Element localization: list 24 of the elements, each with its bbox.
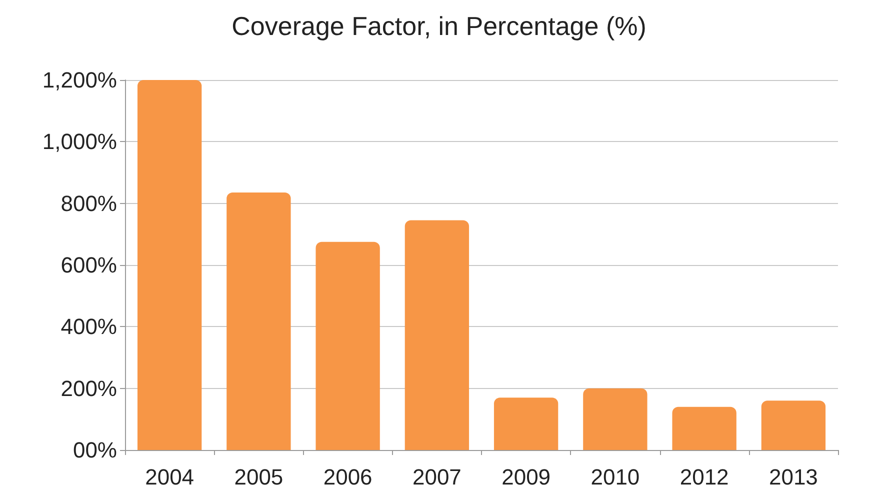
x-tick-label: 2013 — [768, 464, 818, 490]
x-tick-label: 2010 — [590, 464, 640, 490]
x-tick-label: 2004 — [145, 464, 194, 490]
x-tick-label: 2009 — [502, 464, 551, 490]
x-tick-label: 2007 — [412, 464, 462, 490]
bar — [316, 242, 380, 450]
y-tick-label: 200% — [60, 376, 117, 401]
bar — [226, 192, 291, 450]
y-tick-label: 600% — [60, 252, 117, 278]
x-tick-label: 2006 — [323, 464, 372, 490]
x-tick-label: 2012 — [680, 464, 729, 490]
y-tick-label: 1,200% — [42, 68, 117, 92]
bar — [583, 388, 648, 450]
bar — [494, 398, 558, 450]
bar — [404, 220, 470, 450]
y-tick-label: 00% — [72, 438, 117, 462]
bar — [137, 80, 202, 450]
x-tick-label: 2005 — [234, 464, 284, 490]
bar — [672, 406, 736, 450]
bar — [761, 400, 826, 450]
y-tick-label: 400% — [60, 314, 117, 340]
y-tick-label: 800% — [60, 190, 117, 216]
y-tick-label: 1,000% — [42, 129, 117, 154]
chart-title: Coverage Factor, in Percentage (%) — [232, 11, 646, 41]
